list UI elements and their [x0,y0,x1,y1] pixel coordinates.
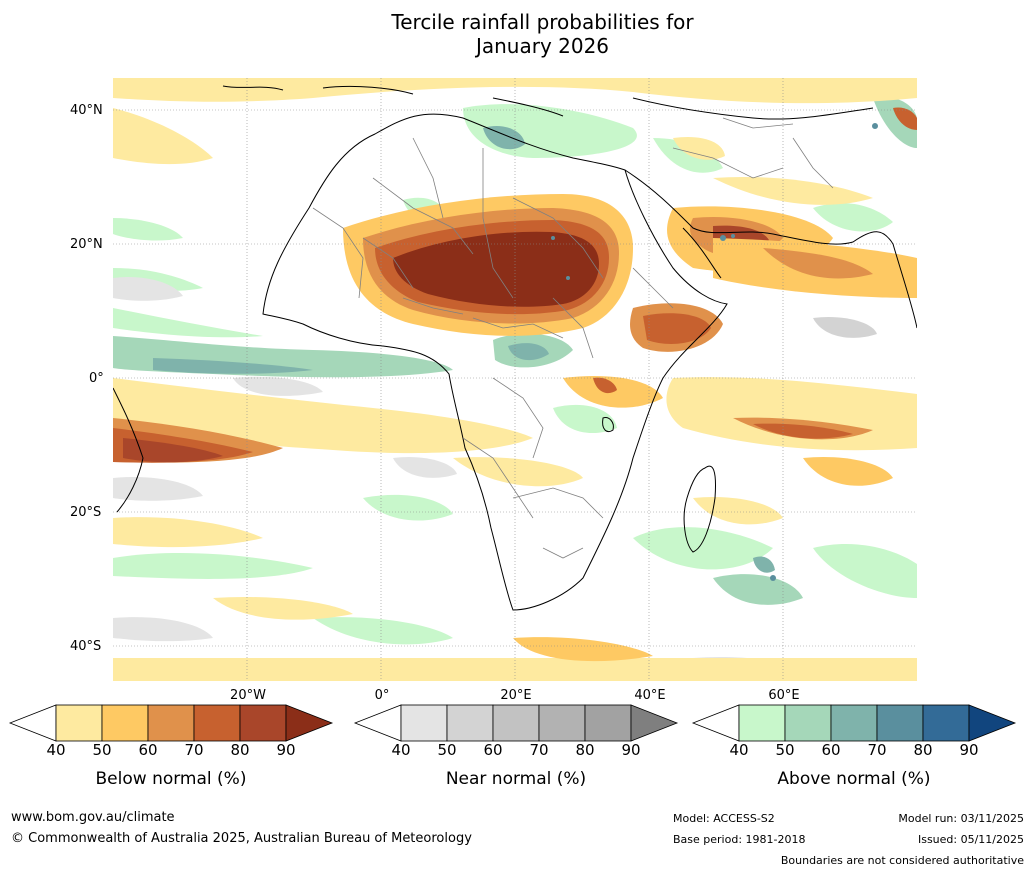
colorbar-segment [738,704,786,742]
below-normal-field [113,78,917,681]
colorbar-segment [876,704,924,742]
high-above-spots [551,123,878,581]
legend-caption-above: Above normal (%) [777,769,931,789]
colorbar-tick-label: 50 [92,741,112,759]
colorbar-tick-label: 80 [913,741,933,759]
base-period-text: Base period: 1981-2018 [673,833,806,846]
colorbar-segment [784,704,832,742]
model-text: Model: ACCESS-S2 [673,812,775,825]
lon-label-40e: 40°E [634,688,666,703]
colorbar-tick-label: 90 [621,741,641,759]
lat-label-40n: 40°N [70,103,103,118]
colorbar-tick-label: 40 [729,741,749,759]
colorbar-segment [922,704,970,742]
colorbar-segment [584,704,632,742]
colorbar-segment [193,704,241,742]
lat-label-20s: 20°S [70,505,102,520]
colorbar-tick-label: 70 [184,741,204,759]
colorbar-tick-label: 50 [775,741,795,759]
lon-label-20w: 20°W [230,688,266,703]
colorbar-tick-label: 50 [437,741,457,759]
legend-caption-near: Near normal (%) [445,769,587,789]
lat-label-eq: 0° [89,371,104,386]
colorbar-segment [446,704,494,742]
colorbar-ticks-below: 40 50 60 70 80 90 [10,741,332,761]
lon-label-60e: 60°E [768,688,800,703]
colorbar-near [353,704,679,742]
colorbar-tick-label: 80 [575,741,595,759]
probability-map[interactable] [113,78,917,681]
title-line-2: January 2026 [475,34,610,58]
model-run-text: Model run: 03/11/2025 [898,812,1024,825]
lat-label-20n: 20°N [70,237,103,252]
lat-label-40s: 40°S [70,639,102,654]
website-link[interactable]: www.bom.gov.au/climate [11,810,175,825]
colorbar-segment [830,704,878,742]
colorbar-ticks-above: 40 50 60 70 80 90 [693,741,1015,761]
colorbar-segment [101,704,149,742]
colorbar-low-extension [353,704,402,742]
lon-label-20e: 20°E [500,688,532,703]
legend-below-normal: 40 50 60 70 80 90 Below normal (%) [8,704,334,789]
colorbar-high-extension [285,704,334,742]
above-normal-field [113,96,917,645]
title-line-1: Tercile rainfall probabilities for [391,10,694,34]
colorbar-tick-label: 40 [391,741,411,759]
colorbar-tick-label: 60 [821,741,841,759]
colorbar-above [691,704,1017,742]
chart-title: Tercile rainfall probabilities for Janua… [0,10,1035,58]
graticule [113,78,917,681]
colorbar-low-extension [691,704,740,742]
colorbar-segment [400,704,448,742]
lon-label-0: 0° [374,688,390,703]
disclaimer-text: Boundaries are not considered authoritat… [780,854,1024,867]
colorbar-tick-label: 80 [230,741,250,759]
colorbar-segment [492,704,540,742]
colorbar-tick-label: 90 [276,741,296,759]
colorbar-segment [239,704,287,742]
map-svg [113,78,917,681]
colorbar-low-extension [8,704,57,742]
colorbar-tick-label: 70 [529,741,549,759]
colorbar-segment [538,704,586,742]
colorbar-below [8,704,334,742]
colorbar-segment [55,704,103,742]
legend-near-normal: 40 50 60 70 80 90 Near normal (%) [353,704,679,789]
colorbar-tick-label: 40 [46,741,66,759]
colorbar-tick-label: 60 [138,741,158,759]
colorbar-tick-label: 70 [867,741,887,759]
colorbar-ticks-near: 40 50 60 70 80 90 [355,741,677,761]
coastlines [113,85,917,611]
copyright-text: © Commonwealth of Australia 2025, Austra… [11,831,472,846]
issued-text: Issued: 05/11/2025 [917,833,1024,846]
colorbar-tick-label: 90 [959,741,979,759]
country-borders [312,117,834,559]
legend-caption-below: Below normal (%) [95,769,247,789]
colorbar-tick-label: 60 [483,741,503,759]
colorbar-high-extension [630,704,679,742]
colorbar-segment [147,704,195,742]
colorbar-high-extension [968,704,1017,742]
legend-above-normal: 40 50 60 70 80 90 Above normal (%) [691,704,1017,789]
